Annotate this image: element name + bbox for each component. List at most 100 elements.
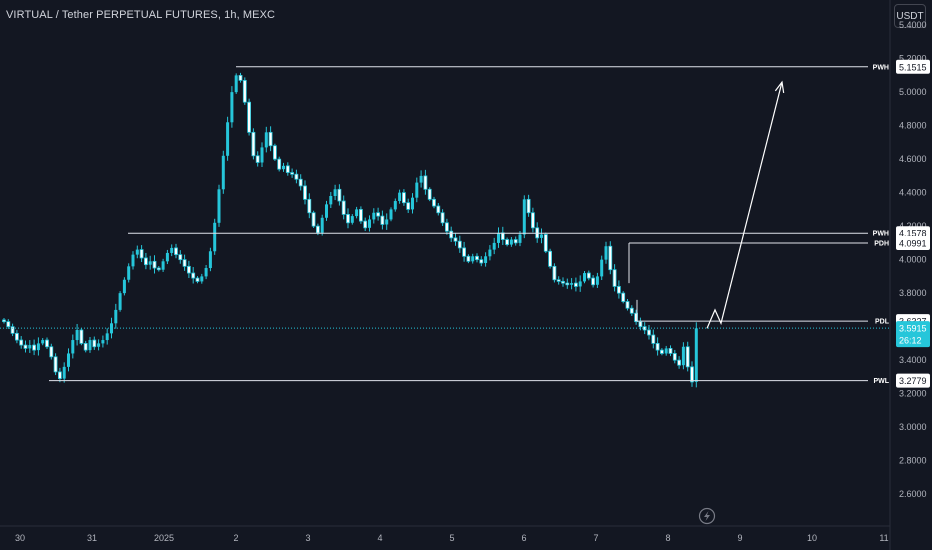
candle-body [505, 239, 510, 245]
candle-body [28, 345, 32, 349]
candle-body [398, 192, 402, 202]
candle-body [660, 349, 664, 354]
x-tick-label: 10 [807, 533, 817, 543]
candle-body [509, 239, 513, 245]
candle-body [67, 353, 70, 367]
candle-body [161, 261, 165, 270]
candle-body [186, 265, 191, 274]
x-tick-label: 11 [879, 533, 888, 543]
y-tick-label: 3.4000 [899, 355, 927, 365]
chart-title: VIRTUAL / Tether PERPETUAL FUTURES, 1h, … [6, 9, 276, 21]
candle-body [522, 199, 526, 235]
x-tick-label: 30 [15, 533, 25, 543]
candle-body [165, 252, 169, 262]
candle-body [642, 326, 647, 331]
candle-body [358, 208, 363, 222]
candle-body [621, 292, 626, 302]
candle-body [672, 353, 677, 361]
candle-body [226, 122, 230, 156]
y-tick-label: 4.2000 [899, 221, 927, 231]
candle-body [88, 340, 92, 351]
x-tick-label: 2025 [154, 533, 174, 543]
level-label: PWH [873, 64, 889, 71]
candle-body [127, 266, 131, 280]
candle-body [565, 282, 570, 286]
candle-body [23, 344, 28, 349]
candle-body [543, 234, 548, 252]
candle-body [277, 158, 282, 170]
level-lines: PWH5.1515PWH4.1578PDH4.0991PDL3.6327PWL3… [49, 59, 930, 388]
candle-body [444, 222, 449, 232]
candle-body [53, 356, 58, 373]
candle-body [629, 307, 634, 314]
candle-body [638, 321, 643, 328]
candle-body [32, 344, 36, 351]
candle-body [303, 185, 307, 200]
candle-body [255, 155, 260, 163]
candle-body [548, 250, 552, 267]
candle-body [415, 182, 419, 198]
y-tick-label: 5.2000 [899, 54, 927, 64]
time-axis[interactable]: 30 31 2025 2 3 4 5 6 7 8 9 10 11 [15, 533, 889, 543]
candle-body [372, 212, 376, 220]
candle-body [479, 259, 484, 264]
candle-body [290, 172, 295, 175]
candle-body [457, 240, 462, 249]
candle-body [230, 92, 234, 123]
candle-body [401, 192, 406, 204]
current-price-label: 3.5915 [899, 324, 927, 334]
candle-body [58, 371, 62, 379]
lightning-icon[interactable] [698, 507, 716, 525]
x-tick-label: 3 [305, 533, 310, 543]
candle-body [531, 212, 535, 229]
level-price-label: 4.0991 [899, 239, 927, 249]
projection-arrow[interactable] [706, 81, 783, 329]
candle-body [238, 74, 243, 81]
candle-body [513, 239, 518, 244]
currency-button[interactable]: USDT [894, 4, 926, 28]
candle-body [260, 147, 264, 163]
candle-body [156, 267, 161, 271]
candle-body [423, 175, 428, 190]
candle-body [681, 346, 685, 366]
candle-body [311, 212, 316, 227]
candle-body [500, 232, 505, 240]
level-price-tag [896, 59, 930, 74]
candle-body [625, 301, 630, 309]
candle-body [518, 234, 522, 243]
candle-body [337, 188, 342, 202]
candle-body [285, 165, 290, 173]
candle-body [341, 200, 346, 215]
candle-body [612, 269, 617, 287]
candle-body [170, 247, 174, 253]
candle-body [329, 195, 333, 205]
candle-body [191, 272, 196, 279]
candle-body [376, 212, 381, 217]
candle-body [436, 205, 441, 214]
candle-body [36, 343, 40, 351]
candle-body [294, 173, 299, 180]
candle-body [488, 249, 492, 257]
candle-body [2, 319, 6, 323]
candle-body [320, 217, 324, 233]
candle-body [333, 189, 337, 196]
level-price-tag [896, 373, 930, 388]
candle-body [118, 293, 122, 310]
y-tick-label: 4.8000 [899, 121, 927, 131]
candle-body [385, 219, 389, 225]
candle-body [62, 366, 66, 379]
price-axis[interactable]: 5.4000 5.2000 5.0000 4.8000 4.6000 4.4000 4.20… [899, 20, 927, 499]
candle-body [608, 245, 613, 271]
candle-body [346, 214, 350, 224]
candles [2, 72, 698, 388]
x-tick-label: 5 [449, 533, 454, 543]
x-tick-label: 8 [665, 533, 670, 543]
candle-body [647, 329, 651, 336]
candle-body [92, 339, 97, 348]
candle-body [122, 279, 126, 294]
countdown-label: 26:12 [899, 336, 922, 346]
candle-body [664, 348, 668, 354]
overlay: 3.5915 26:12 [0, 80, 930, 348]
y-tick-label: 2.8000 [899, 456, 927, 466]
